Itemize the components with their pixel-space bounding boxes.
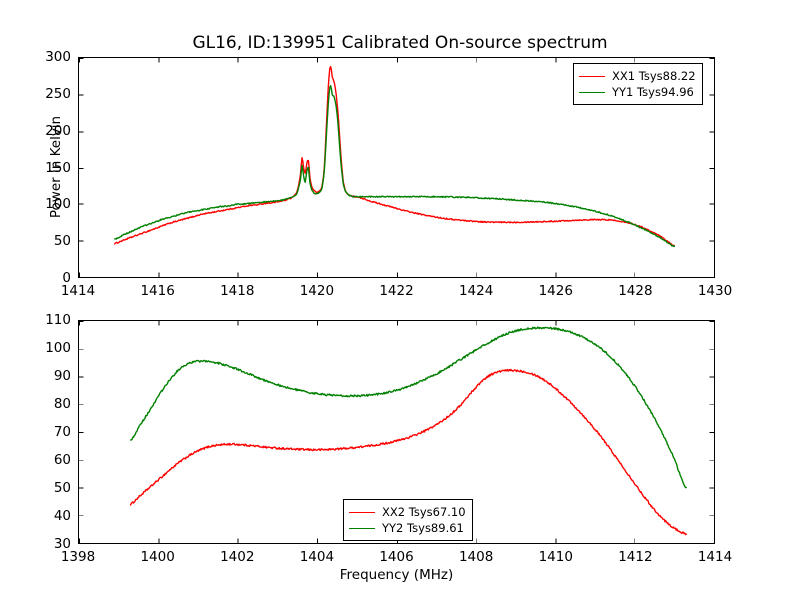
legend-color-swatch-xx1 bbox=[579, 75, 605, 77]
legend-color-swatch-xx2 bbox=[349, 511, 375, 513]
legend-item: YY1 Tsys94.96 bbox=[579, 84, 696, 100]
top-plot-canvas bbox=[79, 58, 714, 277]
y-tick-label: 100 bbox=[45, 196, 71, 213]
x-tick-label: 1414 bbox=[697, 549, 733, 565]
x-tick-label: 1400 bbox=[140, 549, 175, 565]
y-tick-label: 300 bbox=[45, 49, 71, 65]
bottom-plot-x-axis-label: Frequency (MHz) bbox=[339, 567, 454, 583]
x-tick-label: 1414 bbox=[60, 283, 96, 299]
legend-label-xx1: XX1 Tsys88.22 bbox=[612, 69, 696, 83]
x-tick-label: 1420 bbox=[299, 283, 335, 299]
series-line-yy1 bbox=[114, 84, 676, 248]
legend-item: YY2 Tsys89.61 bbox=[349, 520, 466, 536]
y-tick-label: 50 bbox=[53, 480, 71, 496]
x-tick-label: 1416 bbox=[140, 283, 175, 299]
x-tick-label: 1430 bbox=[697, 283, 733, 299]
x-tick-label: 1408 bbox=[458, 549, 494, 565]
y-tick-label: 110 bbox=[45, 312, 71, 328]
x-tick-label: 1406 bbox=[379, 549, 414, 565]
bottom-plot-legend: XX2 Tsys67.10 YY2 Tsys89.61 bbox=[343, 499, 473, 541]
x-tick-label: 1398 bbox=[60, 549, 96, 565]
x-tick-label: 1418 bbox=[220, 283, 255, 299]
x-tick-label: 1404 bbox=[299, 549, 335, 565]
y-tick-label: 50 bbox=[53, 233, 71, 250]
y-tick-label: 70 bbox=[53, 424, 71, 440]
y-tick-label: 30 bbox=[53, 536, 71, 552]
legend-label-yy2: YY2 Tsys89.61 bbox=[382, 521, 464, 535]
legend-color-swatch-yy1 bbox=[579, 91, 605, 93]
y-tick-label: 90 bbox=[53, 368, 71, 384]
y-tick-label: 200 bbox=[45, 122, 71, 139]
y-tick-label: 250 bbox=[45, 85, 71, 102]
legend-label-yy1: YY1 Tsys94.96 bbox=[612, 85, 694, 99]
y-tick-label: 40 bbox=[53, 508, 71, 524]
series-line-xx2 bbox=[129, 368, 687, 536]
legend-item: XX1 Tsys88.22 bbox=[579, 68, 696, 84]
x-tick-label: 1426 bbox=[538, 283, 573, 299]
series-line-xx1 bbox=[114, 65, 676, 247]
y-tick-label: 150 bbox=[45, 159, 71, 176]
y-tick-label: 60 bbox=[53, 452, 71, 468]
x-tick-label: 1412 bbox=[618, 549, 653, 565]
x-tick-label: 1402 bbox=[220, 549, 255, 565]
series-line-yy2 bbox=[129, 326, 687, 489]
y-tick-label: 80 bbox=[53, 396, 71, 412]
legend-color-swatch-yy2 bbox=[349, 527, 375, 529]
figure-title: GL16, ID:139951 Calibrated On-source spe… bbox=[192, 33, 608, 53]
top-plot-legend: XX1 Tsys88.22 YY1 Tsys94.96 bbox=[573, 63, 703, 105]
x-tick-label: 1422 bbox=[379, 283, 414, 299]
x-tick-label: 1428 bbox=[618, 283, 653, 299]
legend-item: XX2 Tsys67.10 bbox=[349, 504, 466, 520]
y-tick-label: 0 bbox=[62, 270, 71, 286]
x-tick-label: 1424 bbox=[458, 283, 494, 299]
x-tick-label: 1410 bbox=[538, 549, 573, 565]
y-tick-label: 100 bbox=[45, 340, 71, 356]
bottom-plot-canvas bbox=[79, 321, 714, 543]
legend-label-xx2: XX2 Tsys67.10 bbox=[382, 505, 466, 519]
